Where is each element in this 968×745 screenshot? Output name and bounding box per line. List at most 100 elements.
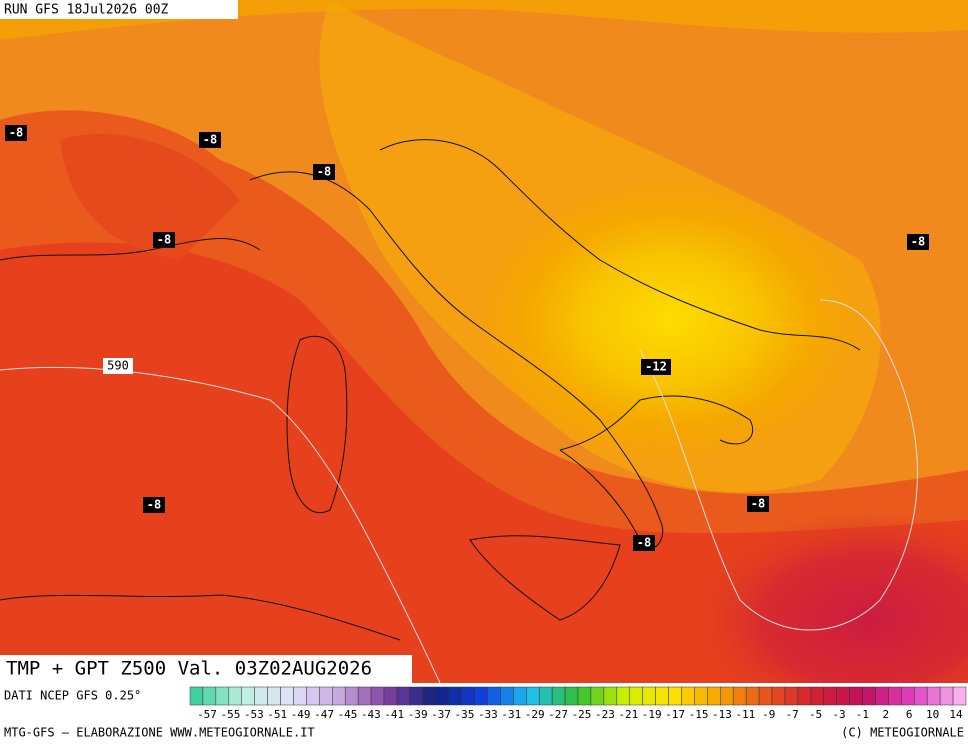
colorbar-label: 14 (949, 708, 963, 721)
colorbar-swatch (435, 686, 449, 706)
colorbar-swatch (926, 686, 941, 706)
colorbar-swatch (215, 686, 230, 706)
colorbar-swatch (939, 686, 954, 706)
colorbar-swatch (409, 686, 424, 706)
contour-label-bg (747, 496, 769, 512)
map-title: TMP + GPT Z500 Val. 03Z02AUG2026 (6, 658, 372, 680)
data-source: DATI NCEP GFS 0.25° (4, 689, 141, 703)
colorbar-swatch (564, 686, 579, 706)
colorbar-swatch (344, 686, 359, 706)
colorbar-swatch (720, 686, 734, 706)
colorbar-swatch (202, 686, 217, 706)
colorbar-label: -31 (501, 708, 521, 721)
colorbar-swatch (513, 686, 527, 706)
contour-label: -8 (317, 165, 331, 179)
title-box (0, 655, 412, 683)
footer-right: (C) METEOGIORNALE (841, 726, 964, 740)
colorbar-swatch (668, 686, 682, 706)
colorbar-swatch (810, 686, 824, 706)
colorbar-swatch (732, 686, 747, 706)
colorbar: -57 -55 -53 -51 -49 -47 -45 -43 -41 -39 -37 -35 -33-… (189, 686, 967, 721)
colorbar-swatch (914, 686, 928, 706)
colorbar-swatch (474, 686, 488, 706)
contour-label-bg (5, 125, 27, 141)
colorbar-swatch (616, 686, 630, 706)
colorbar-swatch (577, 686, 592, 706)
contour-label-bg (633, 535, 655, 551)
colorbar-label: -39 (408, 708, 428, 721)
colorbar-label: -53 (244, 708, 264, 721)
contour-label: -12 (645, 360, 667, 374)
colorbar-swatch (771, 686, 786, 706)
colorbar-label: -43 (361, 708, 381, 721)
colorbar-swatch (849, 686, 863, 706)
map: -8 -8 -8 -8 -8 -12 -8 -8 -8 590 (0, 0, 968, 683)
contour-label: -8 (203, 133, 217, 147)
colorbar-swatch (694, 686, 708, 706)
colorbar-label: -1 (856, 708, 869, 721)
colorbar-swatch (319, 686, 333, 706)
colorbar-label: -13 (712, 708, 732, 721)
colorbar-swatch (823, 686, 837, 706)
contour-label: -8 (751, 497, 765, 511)
colorbar-label: -21 (618, 708, 638, 721)
colorbar-swatch (383, 686, 398, 706)
colorbar-swatch (745, 686, 760, 706)
contour-label-bg (907, 234, 929, 250)
colorbar-label: -55 (220, 708, 240, 721)
colorbar-label: -3 (832, 708, 845, 721)
colorbar-swatch (293, 686, 307, 706)
colorbar-swatch (280, 686, 294, 706)
colorbar-label: -49 (291, 708, 311, 721)
contour-label-bg (199, 132, 221, 148)
colorbar-label: -9 (762, 708, 775, 721)
colorbar-swatch (332, 686, 346, 706)
colorbar-swatch (487, 686, 501, 706)
colorbar-swatch (784, 686, 799, 706)
colorbar-swatch (357, 686, 372, 706)
footer-left: MTG-GFS — ELABORAZIONE WWW.METEOGIORNALE… (4, 726, 315, 740)
colorbar-swatch (254, 686, 268, 706)
colorbar-label: -23 (595, 708, 615, 721)
colorbar-label: -19 (642, 708, 662, 721)
contour-label: -8 (637, 536, 651, 550)
colorbar-label: -47 (314, 708, 334, 721)
colorbar-swatch (538, 686, 553, 706)
contour-label-bg (313, 164, 335, 180)
colorbar-swatch (681, 686, 695, 706)
contour-label: -8 (147, 498, 161, 512)
colorbar-label: -11 (735, 708, 755, 721)
colorbar-label: -27 (548, 708, 568, 721)
colorbar-label: -51 (267, 708, 287, 721)
colorbar-label: -25 (572, 708, 592, 721)
run-box (0, 0, 238, 19)
colorbar-label: -57 (197, 708, 217, 721)
colorbar-label: -17 (665, 708, 685, 721)
contour-label-bg (641, 359, 671, 375)
colorbar-swatch (306, 686, 320, 706)
colorbar-label: -5 (809, 708, 822, 721)
colorbar-label: 6 (906, 708, 913, 721)
colorbar-swatch (448, 686, 462, 706)
isoline-label: 590 (107, 359, 129, 373)
run-label: RUN GFS 18Jul2026 00Z (4, 3, 169, 18)
colorbar-swatch (189, 686, 204, 706)
colorbar-swatch (952, 686, 967, 706)
colorbar-swatch (758, 686, 773, 706)
colorbar-swatch (603, 686, 618, 706)
colorbar-swatch (629, 686, 643, 706)
colorbar-swatch (888, 686, 902, 706)
colorbar-swatch (228, 686, 242, 706)
colorbar-swatch (590, 686, 605, 706)
colorbar-label: -15 (689, 708, 709, 721)
colorbar-label: -29 (525, 708, 545, 721)
contour-label: -8 (157, 233, 171, 247)
colorbar-swatch (862, 686, 876, 706)
colorbar-label: -37 (431, 708, 451, 721)
colorbar-label: 10 (926, 708, 939, 721)
contour-label-bg (143, 497, 165, 513)
contour-labels: -8 -8 -8 -8 -8 -12 -8 -8 -8 590 (5, 125, 929, 551)
contour-label-bg (153, 232, 175, 248)
colorbar-swatch (241, 686, 255, 706)
